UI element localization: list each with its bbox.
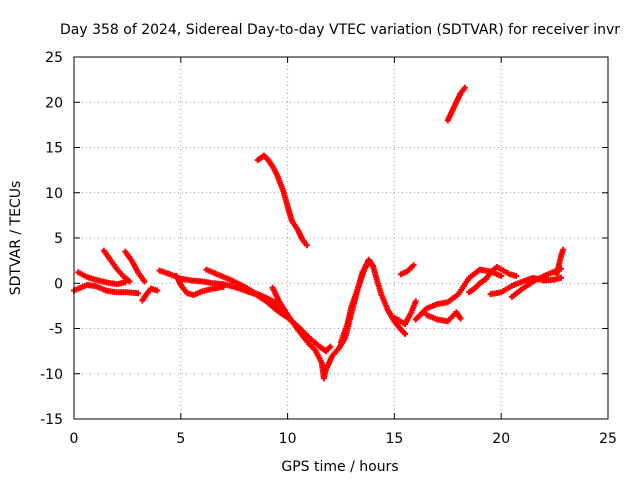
data-point <box>126 278 133 285</box>
series-arc-u <box>553 246 567 278</box>
series-arc-p <box>423 309 464 325</box>
series-arc-o <box>412 266 505 323</box>
y-tick-label: 25 <box>45 50 63 66</box>
chart-title: Day 358 of 2024, Sidereal Day-to-day VTE… <box>60 22 620 38</box>
data-point <box>141 278 148 285</box>
data-point <box>457 315 464 322</box>
data-point <box>412 298 419 305</box>
y-tick-label: -15 <box>40 412 63 428</box>
x-tick-label: 15 <box>385 431 403 447</box>
plot-border <box>73 56 609 420</box>
y-tick-label: 10 <box>45 186 63 202</box>
data-point <box>154 287 161 294</box>
data-point <box>135 290 142 297</box>
grid <box>74 57 608 419</box>
tick-labels: 0 5 10 15 20 25 25 20 15 10 5 0 -5 -10 -15 <box>40 50 617 447</box>
series-arc-c <box>100 247 133 285</box>
series-arc-n <box>397 262 417 278</box>
x-tick-label: 0 <box>70 431 79 447</box>
y-axis-label: SDTVAR / TECUs <box>8 181 24 296</box>
series-arc-l <box>338 256 377 346</box>
series-arc-k <box>269 259 409 382</box>
y-tick-label: -10 <box>40 367 63 383</box>
data-point <box>558 274 565 281</box>
y-tick-label: 20 <box>45 95 63 111</box>
series-arc-r <box>466 263 520 296</box>
x-tick-label: 5 <box>176 431 185 447</box>
series-arc-g <box>173 273 227 299</box>
data-point <box>410 262 417 269</box>
x-tick-label: 25 <box>599 431 617 447</box>
y-tick-label: 15 <box>45 141 63 157</box>
series-arc-j <box>254 152 310 249</box>
data-point <box>461 84 468 91</box>
data-point <box>327 343 334 350</box>
data-point <box>370 263 377 270</box>
y-tick-label: -5 <box>49 322 63 338</box>
data-point <box>402 330 409 337</box>
series-arc-e <box>139 285 161 304</box>
data-point <box>560 246 567 253</box>
series-arc-q <box>444 84 468 124</box>
data-point <box>220 283 227 290</box>
series-arc-m <box>391 298 419 327</box>
data-point <box>303 242 310 249</box>
series-arc-d <box>122 248 148 285</box>
x-axis-label: GPS time / hours <box>281 459 398 475</box>
data-point <box>498 273 505 280</box>
x-tick-label: 20 <box>492 431 510 447</box>
data-points <box>71 84 567 382</box>
y-tick-label: 0 <box>54 276 63 292</box>
data-point <box>513 273 520 280</box>
x-tick-label: 10 <box>279 431 297 447</box>
y-tick-label: 5 <box>54 231 63 247</box>
series-arc-b <box>75 269 129 288</box>
